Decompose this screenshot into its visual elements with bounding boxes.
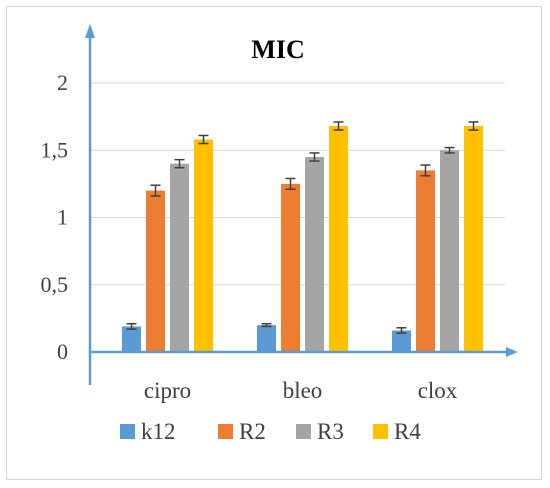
legend-swatch-R4	[373, 424, 388, 439]
chart-title: MIC	[251, 35, 304, 64]
legend-swatch-k12	[120, 424, 135, 439]
y-tick-label: 2	[57, 70, 68, 95]
y-tick-label: 0	[57, 339, 68, 364]
bar-k12-bleo	[257, 325, 276, 352]
bar-R2-cipro	[146, 190, 165, 352]
bar-k12-clox	[392, 330, 411, 352]
x-tick-label: clox	[418, 378, 458, 403]
y-tick-label: 1	[57, 205, 68, 230]
legend-swatch-R2	[218, 424, 233, 439]
x-tick-label: bleo	[283, 378, 323, 403]
bar-R3-cipro	[170, 163, 189, 352]
legend: k12 R2 R3 R4	[120, 419, 421, 444]
x-axis-arrow	[506, 347, 518, 357]
x-tick-label: cipro	[144, 378, 191, 403]
legend-label-R3: R3	[317, 419, 344, 444]
axes	[85, 24, 518, 385]
bar-R4-cipro	[194, 139, 213, 352]
bar-R4-clox	[464, 126, 483, 352]
legend-label-k12: k12	[141, 419, 176, 444]
bar-R2-bleo	[281, 183, 300, 352]
bar-R3-bleo	[305, 156, 324, 352]
bar-R3-clox	[440, 150, 459, 352]
legend-label-R4: R4	[394, 419, 421, 444]
bar-R4-bleo	[329, 126, 348, 352]
legend-swatch-R3	[296, 424, 311, 439]
y-tick-label: 1,5	[41, 137, 69, 162]
bar-k12-cipro	[122, 326, 141, 352]
legend-label-R2: R2	[239, 419, 266, 444]
y-tick-label: 0,5	[41, 272, 69, 297]
bar-R2-clox	[416, 170, 435, 352]
y-axis-arrow	[85, 24, 95, 38]
bars	[122, 121, 483, 352]
axis-labels: 0 0,5 1 1,5 2 cipro bleo clox	[41, 70, 458, 403]
